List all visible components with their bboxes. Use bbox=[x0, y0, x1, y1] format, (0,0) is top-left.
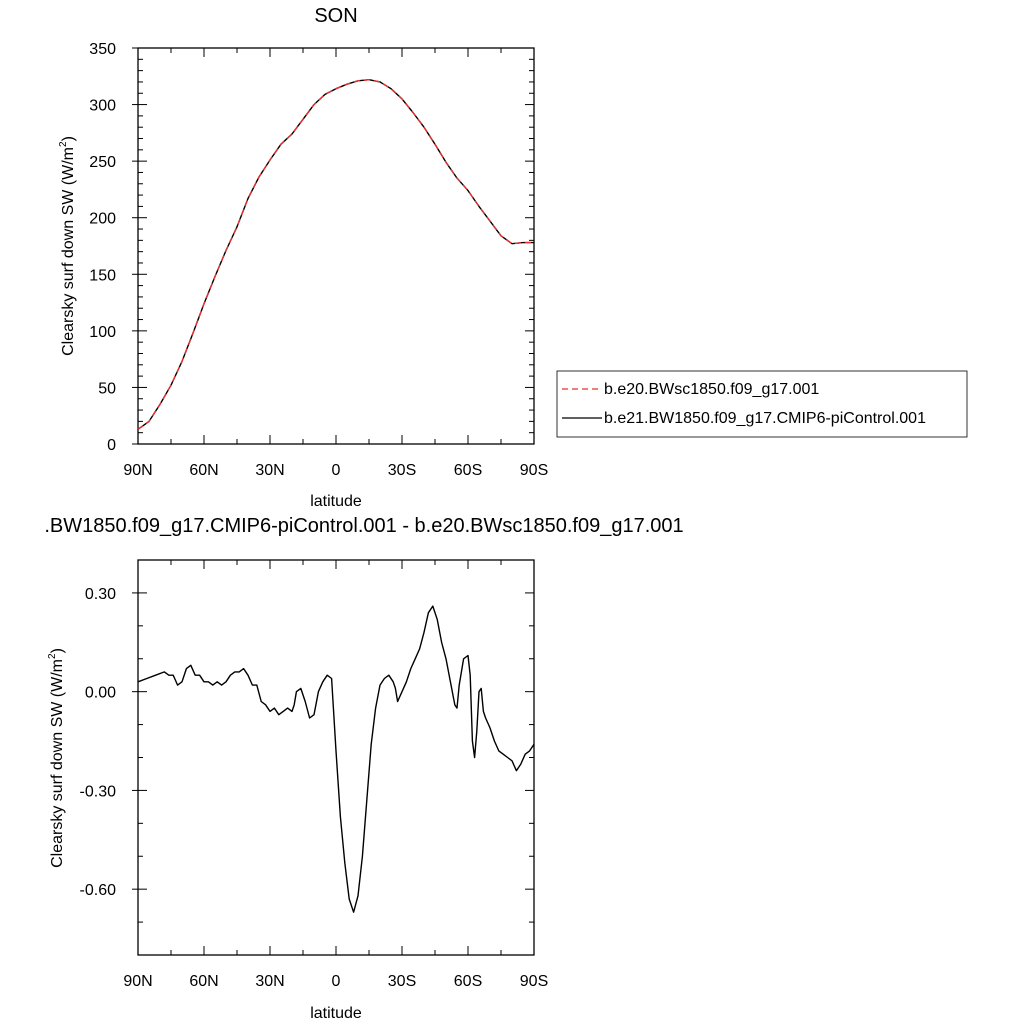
top-chart-ticks bbox=[132, 47, 535, 445]
top-chart-y-tick-label: 250 bbox=[89, 154, 116, 171]
top-chart-y-tick-label: 200 bbox=[89, 211, 116, 228]
top-chart-x-axis-label: latitude bbox=[310, 493, 362, 510]
bottom-chart-x-axis-label: latitude bbox=[310, 1005, 362, 1022]
top-chart-x-tick-label: 60S bbox=[454, 462, 482, 479]
bottom-chart-y-tick-label: -0.60 bbox=[80, 882, 117, 899]
top-chart-y-axis-label-tail: ) bbox=[60, 136, 77, 141]
bottom-chart-y-axis-label: Clearsky surf down SW (W/m2) bbox=[47, 648, 66, 868]
top-chart-y-axis-label-main: Clearsky surf down SW (W/m bbox=[60, 147, 77, 356]
bottom-chart-y-axis-label-superscript: 2 bbox=[47, 653, 58, 659]
bottom-chart-y-tick-label: 0.30 bbox=[85, 586, 116, 603]
top-chart-x-tick-label: 30N bbox=[255, 462, 284, 479]
legend-label-series-1: b.e20.BWsc1850.f09_g17.001 bbox=[604, 381, 819, 398]
top-chart-title: SON bbox=[314, 5, 357, 27]
top-chart-y-tick-label: 100 bbox=[89, 324, 116, 341]
top-chart-series-lines bbox=[137, 78, 534, 430]
bottom-chart-title: .BW1850.f09_g17.CMIP6-piControl.001 - b.… bbox=[44, 515, 683, 537]
bottom-chart-y-axis-label-main: Clearsky surf down SW (W/m bbox=[49, 659, 66, 868]
bottom-chart-x-tick-label: 90S bbox=[520, 973, 548, 990]
top-chart-y-tick-label: 150 bbox=[89, 267, 116, 284]
legend-box bbox=[556, 370, 968, 438]
top-chart-x-tick-label: 60N bbox=[189, 462, 218, 479]
top-chart-y-axis-label: Clearsky surf down SW (W/m2) bbox=[58, 136, 77, 356]
bottom-chart-x-tick-label: 60S bbox=[454, 973, 482, 990]
top-chart-x-tick-label: 30S bbox=[388, 462, 416, 479]
top-chart-y-tick-label: 300 bbox=[89, 98, 116, 115]
bottom-chart-x-tick-label: 60N bbox=[189, 973, 218, 990]
top-chart-x-tick-label: 90S bbox=[520, 462, 548, 479]
top-chart-series-line-1 bbox=[137, 78, 534, 430]
top-chart-y-axis-label-superscript: 2 bbox=[58, 141, 69, 147]
bottom-chart-x-tick-label: 30S bbox=[388, 973, 416, 990]
top-chart-x-tick-label: 0 bbox=[332, 462, 341, 479]
bottom-chart-y-tick-label: 0.00 bbox=[85, 685, 116, 702]
bottom-chart-series-lines bbox=[137, 605, 535, 913]
legend-label-series-2: b.e21.BW1850.f09_g17.CMIP6-piControl.001 bbox=[604, 410, 926, 427]
bottom-chart-panel: .BW1850.f09_g17.CMIP6-piControl.001 - b.… bbox=[44, 515, 683, 1022]
bottom-chart-y-tick-label: -0.30 bbox=[80, 783, 117, 800]
top-chart-plot-frame bbox=[137, 47, 535, 445]
top-chart-y-tick-labels: 0 50 100 150 200 250 300 350 bbox=[89, 41, 116, 454]
top-chart-x-tick-label: 90N bbox=[123, 462, 152, 479]
top-chart-y-tick-label: 50 bbox=[98, 380, 116, 397]
bottom-chart-x-tick-label: 0 bbox=[332, 973, 341, 990]
bottom-chart-y-axis-label-tail: ) bbox=[49, 648, 66, 653]
bottom-chart-x-tick-label: 90N bbox=[123, 973, 152, 990]
bottom-chart-series-line-1 bbox=[137, 605, 535, 913]
bottom-chart-x-tick-labels: 90N 60N 30N 0 30S 60S 90S bbox=[123, 973, 548, 990]
top-chart-panel: SON 90N 60N 30N 0 30S 60S 90S 0 50 100 150 200 250 3… bbox=[58, 5, 968, 510]
top-chart-x-tick-labels: 90N 60N 30N 0 30S 60S 90S bbox=[123, 462, 548, 479]
top-chart-y-tick-label: 0 bbox=[107, 437, 116, 454]
bottom-chart-ticks bbox=[132, 559, 535, 956]
bottom-chart-y-tick-labels: -0.60 -0.30 0.00 0.30 bbox=[80, 586, 117, 899]
top-chart-legend: b.e20.BWsc1850.f09_g17.001 b.e21.BW1850.… bbox=[556, 370, 968, 438]
top-chart-y-tick-label: 350 bbox=[89, 41, 116, 58]
bottom-chart-x-tick-label: 30N bbox=[255, 973, 284, 990]
top-chart-series-line-2 bbox=[137, 78, 534, 430]
